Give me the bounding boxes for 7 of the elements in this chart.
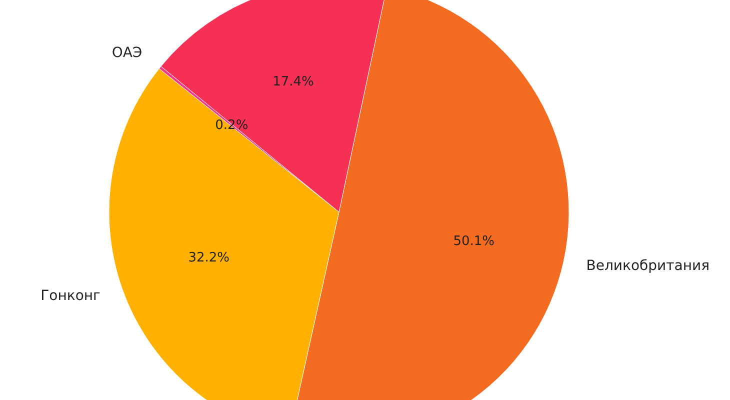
slice-label: Великобритания	[586, 258, 710, 274]
data-label: 17.4%	[272, 74, 314, 90]
data-label: 32.2%	[188, 250, 230, 266]
data-label: 50.1%	[453, 234, 495, 249]
slice-label: Гонконг	[40, 288, 100, 304]
data-label: 0.2%	[215, 118, 248, 133]
slice-label: ОАЭ	[112, 45, 142, 61]
